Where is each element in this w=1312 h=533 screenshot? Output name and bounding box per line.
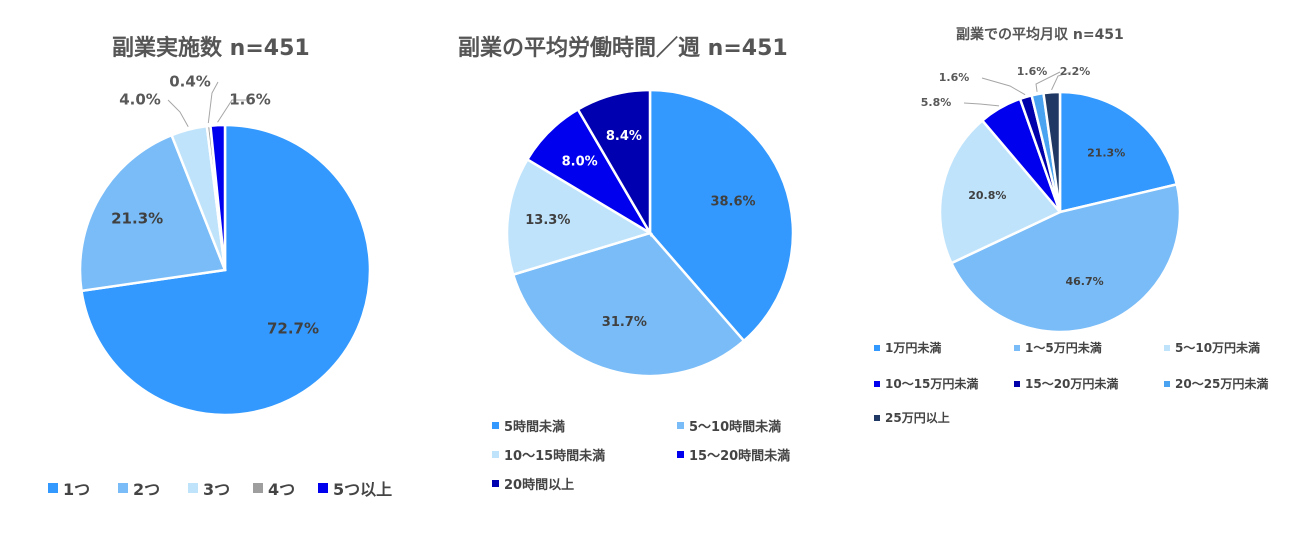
legend-item: 10～15時間未満 [492, 445, 605, 464]
legend-swatch [874, 344, 880, 351]
legend-swatch [492, 480, 499, 487]
data-label: 0.4% [169, 73, 211, 91]
data-label: 46.7% [1065, 275, 1103, 288]
pie-slice [209, 123, 227, 271]
pie-plot: 72.7% 21.3% 4.0% 0.4% 1.6% [78, 73, 372, 417]
data-label: 21.3% [1087, 147, 1125, 160]
legend-item: 5～10時間未満 [677, 416, 781, 435]
legend-label: 5つ以上 [333, 480, 393, 499]
data-label: 4.0% [119, 91, 161, 109]
legend-swatch [1014, 380, 1020, 387]
legend-label: 5～10時間未満 [689, 420, 782, 435]
legend-item: 1～5万円未満 [1014, 339, 1102, 356]
pie-slice [576, 88, 652, 238]
pie-slice [938, 118, 1063, 265]
legend-item: 25万円以上 [874, 409, 950, 426]
legend-swatch [48, 483, 58, 493]
legend-item: 15～20時間未満 [677, 445, 790, 464]
pie-chart-weekly-hours: 副業の平均労働時間／週 n=451 38.6% 31.7% 13.3% 8.0% 8.4… [430, 0, 870, 533]
data-label: 2.2% [1060, 65, 1091, 78]
legend-item: 5時間未満 [492, 416, 565, 435]
legend-item: 20時間以上 [492, 474, 574, 493]
data-label: 5.8% [921, 96, 952, 109]
data-label: 72.7% [267, 319, 319, 337]
legend-label: 5時間未満 [504, 420, 566, 435]
data-label: 20.8% [968, 189, 1006, 202]
legend-label: 20～25万円未満 [1175, 377, 1269, 391]
legend-label: 10～15時間未満 [504, 449, 606, 464]
leader-line [167, 99, 189, 127]
data-label: 21.3% [111, 210, 163, 228]
data-label: 31.7% [602, 315, 647, 330]
pie-chart-side-jobs-count: 副業実施数 n=451 72.7% 21.3% 4.0% 0.4% 1.6% 1つ 2つ 3… [0, 0, 430, 533]
legend-label: 20時間以上 [504, 478, 575, 493]
data-label: 1.6% [229, 91, 271, 109]
legend-label: 10～15万円未満 [885, 377, 979, 391]
legend-swatch [874, 414, 880, 421]
chart-title: 副業の平均労働時間／週 n=451 [458, 36, 788, 61]
chart-title: 副業での平均月収 n=451 [956, 27, 1124, 43]
pie-plot: 21.3% 46.7% 20.8% 5.8% 1.6% 1.6% 2.2% [921, 65, 1182, 334]
data-label: 38.6% [710, 194, 755, 209]
legend-item: 4つ [253, 476, 295, 500]
legend-label: 15～20時間未満 [689, 449, 791, 464]
chart-title: 副業実施数 n=451 [112, 36, 310, 61]
leader-line [1035, 71, 1061, 92]
legend-swatch [1164, 344, 1170, 351]
data-label: 13.3% [525, 213, 570, 228]
data-label: 1.6% [939, 71, 970, 84]
legend-item: 1つ [48, 476, 90, 500]
legend-item: 15～20万円未満 [1014, 375, 1118, 392]
leader-line [963, 102, 1000, 107]
pie-chart-monthly-income: 副業での平均月収 n=451 21.3% 46.7% 20.8% 5.8% 1.6% 1.… [860, 0, 1312, 533]
pie-slice [1058, 90, 1179, 214]
legend-swatch [188, 483, 198, 493]
legend-label: 4つ [268, 480, 296, 499]
legend-item: 5～10万円未満 [1164, 339, 1260, 356]
leader-line [981, 77, 1026, 96]
leader-line [1051, 71, 1072, 91]
legend-swatch [318, 483, 328, 493]
legend-swatch [677, 422, 684, 429]
pie-plot: 38.6% 31.7% 13.3% 8.0% 8.4% [505, 88, 795, 378]
data-label: 8.4% [606, 129, 642, 144]
legend-label: 25万円以上 [885, 411, 950, 425]
legend-swatch [253, 483, 263, 493]
data-label: 1.6% [1017, 65, 1048, 78]
legend-swatch [677, 451, 684, 458]
legend-label: 15～20万円未満 [1025, 377, 1119, 391]
legend-label: 1万円未満 [885, 341, 942, 355]
legend-item: 5つ以上 [318, 476, 392, 500]
pie-slice [648, 88, 795, 343]
leader-line [217, 99, 246, 123]
pie-slice [78, 133, 227, 293]
legend-swatch [118, 483, 128, 493]
legend-swatch [874, 380, 880, 387]
legend-item: 3つ [188, 476, 230, 500]
pie-slice [1042, 90, 1062, 213]
legend-label: 3つ [203, 480, 231, 499]
pie-slice [511, 231, 746, 378]
legend-item: 10～15万円未満 [874, 375, 978, 392]
legend-item: 20～25万円未満 [1164, 375, 1268, 392]
legend-swatch [1014, 344, 1020, 351]
legend-label: 5～10万円未満 [1175, 341, 1261, 355]
pie-slice [949, 182, 1182, 334]
pie-slice [505, 157, 654, 277]
legend-label: 1～5万円未満 [1025, 341, 1102, 355]
legend-item: 2つ [118, 476, 160, 500]
legend-swatch [492, 451, 499, 458]
leader-line [207, 81, 219, 124]
legend-swatch [492, 422, 499, 429]
legend-item: 1万円未満 [874, 339, 941, 356]
legend-label: 1つ [63, 480, 91, 499]
data-label: 8.0% [562, 154, 598, 169]
legend-swatch [1164, 380, 1170, 387]
legend-label: 2つ [133, 480, 161, 499]
